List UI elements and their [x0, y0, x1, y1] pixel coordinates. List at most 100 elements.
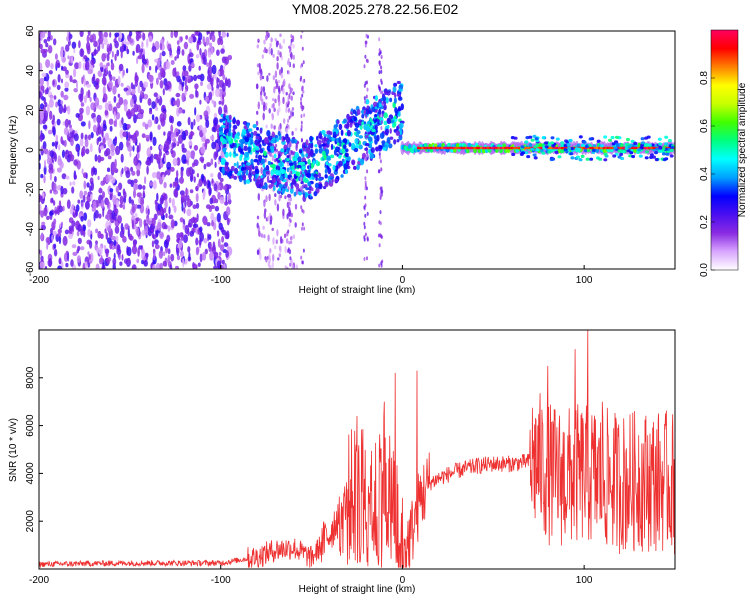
spectrogram-cell — [119, 129, 124, 139]
spectrogram-cell — [211, 99, 214, 104]
spectrogram-cell — [300, 97, 302, 102]
spectrogram-cell — [205, 204, 211, 210]
spectrogram-cell — [268, 72, 271, 76]
spectrogram-cell — [136, 169, 141, 177]
spectrogram-cell — [145, 160, 150, 166]
spectrogram-cell — [288, 107, 291, 112]
spectrogram-cell — [132, 133, 137, 144]
spectrogram-cell — [217, 238, 221, 248]
spectrogram-cell — [382, 146, 387, 151]
spectrogram-cell — [267, 215, 270, 222]
spectrogram-cell — [60, 185, 64, 195]
spectrogram-cell — [366, 256, 368, 261]
spectrogram-cell — [214, 205, 220, 212]
spectrogram-cell — [274, 143, 278, 148]
spectrogram-cell — [136, 204, 142, 209]
spectrogram-x-tick-label: 0 — [400, 275, 406, 286]
spectrogram-cell — [210, 204, 216, 210]
spectrogram-cell — [54, 53, 58, 60]
spectrogram-cell — [255, 147, 259, 151]
spectrogram-cell — [355, 143, 359, 150]
spectrogram-cell — [97, 230, 102, 239]
spectrogram-cell — [88, 254, 91, 260]
spectrogram-cell — [386, 137, 391, 144]
spectrogram-cell — [237, 145, 242, 153]
spectrogram-cell — [203, 238, 208, 244]
spectrogram-cell — [299, 77, 302, 82]
spectrogram-cell — [333, 149, 337, 156]
spectrogram-cell — [170, 148, 174, 155]
spectrogram-cell — [126, 111, 129, 117]
spectrogram-cell — [304, 191, 308, 199]
spectrogram-cell — [265, 102, 268, 107]
spectrogram-cell — [417, 146, 420, 150]
spectrogram-cell — [301, 93, 304, 98]
spectrogram-cell — [260, 158, 264, 164]
spectrogram-cell — [46, 242, 49, 250]
spectrogram-cell — [366, 105, 369, 110]
spectrogram-cell — [275, 148, 278, 152]
spectrogram-cell — [167, 254, 171, 265]
spectrogram-cell — [560, 143, 565, 147]
spectrogram-cell — [526, 146, 529, 150]
spectrogram-cell — [203, 56, 207, 65]
spectrogram-cell — [202, 127, 207, 135]
spectrogram-cell — [375, 146, 379, 151]
spectrogram-cell — [222, 147, 226, 153]
spectrogram-cell — [193, 217, 197, 224]
spectrogram-cell — [95, 78, 100, 83]
spectrogram-cell — [152, 180, 157, 190]
spectrogram-cell — [97, 154, 102, 163]
spectrogram-cell — [190, 217, 195, 224]
spectrogram-cell — [289, 262, 292, 267]
spectrogram-cell — [289, 256, 292, 261]
spectrogram-cell — [160, 194, 165, 205]
spectrogram-cell — [260, 233, 264, 238]
spectrogram-cell — [195, 54, 200, 59]
spectrogram-cell — [104, 109, 109, 116]
spectrogram-cell — [330, 176, 334, 180]
spectrogram-cell — [208, 59, 212, 67]
spectrogram-cell — [147, 98, 152, 106]
spectrogram-cell — [209, 32, 212, 41]
spectrogram-cell — [181, 92, 186, 103]
spectrogram-cell — [370, 147, 375, 154]
spectrogram-cell — [246, 122, 250, 129]
spectrogram-cell — [158, 176, 164, 185]
spectrogram-cell — [552, 146, 555, 150]
spectrogram-cell — [50, 227, 53, 235]
spectrogram-cell — [69, 124, 72, 129]
spectrogram-cell — [159, 262, 163, 269]
spectrogram-cell — [366, 150, 368, 155]
spectrogram-cell — [374, 124, 378, 131]
spectrogram-cell — [224, 201, 229, 206]
spectrogram-cell — [145, 207, 148, 215]
spectrogram-cell — [245, 179, 251, 184]
spectrogram-cell — [533, 156, 538, 160]
spectrogram-cell — [147, 208, 150, 216]
spectrogram-cell — [473, 148, 477, 154]
spectrogram-cell — [107, 237, 112, 245]
spectrogram-cell — [589, 157, 594, 161]
spectrogram-cell — [48, 86, 51, 91]
snr-y-tick-label: 2000 — [25, 510, 36, 533]
spectrogram-cell — [176, 247, 180, 256]
spectrogram-cell — [204, 248, 208, 255]
spectrogram-cell — [380, 69, 383, 74]
spectrogram-cell — [102, 191, 105, 199]
spectrogram-cell — [138, 142, 141, 152]
spectrogram-cell — [211, 34, 216, 43]
spectrogram-cell — [94, 48, 97, 56]
spectrogram-cell — [300, 34, 303, 39]
spectrogram-cell — [144, 123, 149, 130]
spectrogram-cell — [244, 151, 249, 158]
snr-y-tick-label: 6000 — [25, 414, 36, 437]
spectrogram-cell — [277, 131, 281, 136]
spectrogram-cell — [340, 129, 344, 136]
spectrogram-cell — [606, 146, 609, 150]
spectrogram-cell — [640, 137, 645, 141]
spectrogram-cell — [174, 67, 177, 73]
spectrogram-cell — [240, 166, 245, 172]
spectrogram-cell — [68, 55, 71, 64]
spectrogram-cell — [613, 146, 618, 150]
